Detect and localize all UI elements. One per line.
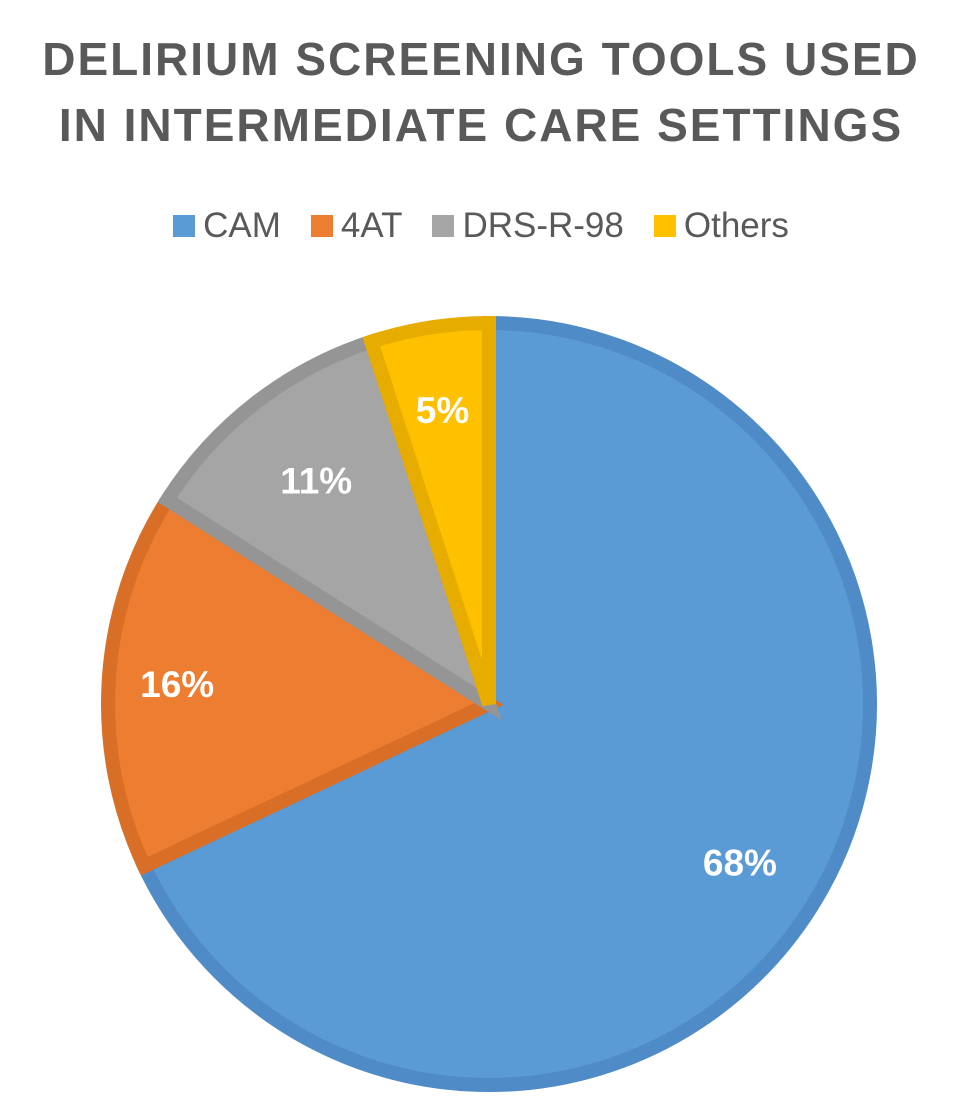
pie-slice-others [362, 315, 496, 707]
data-label-drs-r-98: 11% [280, 461, 352, 502]
legend-swatch-others [653, 215, 676, 237]
legend-item-4at: 4AT [310, 206, 403, 246]
pie-data-labels: 68% 16% 11% 5% [140, 390, 777, 884]
chart-title-line-1: DELIRIUM SCREENING TOOLS USED [42, 33, 920, 85]
chart-legend: CAM 4AT DRS-R-98 Others [0, 206, 962, 246]
legend-item-others: Others [653, 206, 789, 246]
pie-slices [101, 315, 877, 1092]
data-label-cam: 68% [703, 843, 777, 884]
legend-label-cam: CAM [203, 206, 281, 245]
chart-title: DELIRIUM SCREENING TOOLS USED IN INTERME… [0, 26, 962, 158]
legend-label-others: Others [683, 206, 789, 245]
pie-slice-drs-r-98 [157, 332, 502, 721]
pie-slice-cam [134, 315, 877, 1092]
legend-item-drs-r-98: DRS-R-98 [432, 206, 624, 246]
legend-item-cam: CAM [173, 206, 281, 246]
legend-swatch-4at [310, 215, 333, 237]
chart-title-line-2: IN INTERMEDIATE CARE SETTINGS [58, 99, 904, 151]
data-label-others: 5% [416, 390, 469, 431]
legend-label-4at: 4AT [340, 206, 403, 245]
legend-label-drs-r-98: DRS-R-98 [462, 206, 624, 245]
legend-swatch-drs-r-98 [432, 215, 455, 237]
legend-swatch-cam [173, 215, 196, 237]
data-label-4at: 16% [140, 664, 214, 705]
pie-slice-4at [101, 490, 504, 876]
